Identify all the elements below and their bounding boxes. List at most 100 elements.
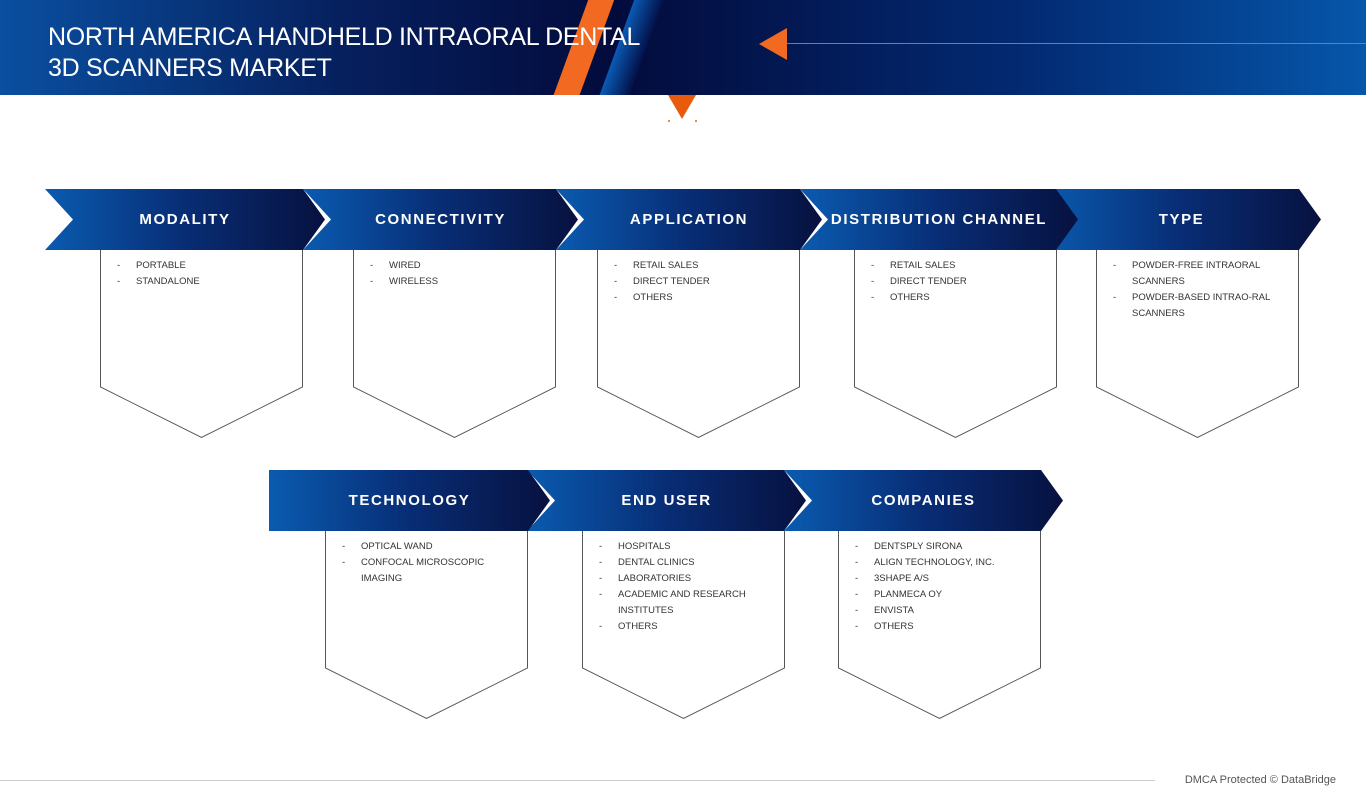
list-item-text: POWDER-BASED INTRAO-RAL SCANNERS: [1132, 292, 1270, 319]
list-item: - DIRECT TENDER: [597, 274, 800, 290]
bullet-icon: -: [614, 260, 618, 271]
segment-box-type: - POWDER-FREE INTRAORAL SCANNERS - POWDER-B…: [1096, 250, 1299, 439]
list-item-text: DENTSPLY SIRONA: [874, 541, 963, 552]
list-item: - ACADEMIC AND RESEARCH INSTITUTES: [582, 587, 785, 619]
segment-items: - RETAIL SALES - DIRECT TENDER - OTHERS: [854, 258, 1057, 306]
list-item-text: OTHERS: [874, 621, 914, 632]
list-item-text: PLANMECA OY: [874, 589, 943, 600]
list-item-text: WIRELESS: [389, 276, 439, 287]
segment-box-distribution-channel: - RETAIL SALES - DIRECT TENDER - OTHERS: [854, 250, 1057, 439]
bullet-icon: -: [855, 573, 859, 584]
dot-decoration: [695, 120, 697, 122]
list-item-text: STANDALONE: [136, 276, 200, 287]
title-line-1: NORTH AMERICA HANDHELD INTRAORAL DENTAL: [48, 23, 641, 51]
list-item: - ALIGN TECHNOLOGY, INC.: [838, 555, 1041, 571]
segment-box-application: - RETAIL SALES - DIRECT TENDER - OTHERS: [597, 250, 800, 439]
pentagon-outline: [597, 250, 800, 439]
segment-items: - OPTICAL WAND - CONFOCAL MICROSCOPIC IMAGI…: [325, 539, 528, 587]
pentagon-outline: [854, 250, 1057, 439]
list-item: - 3SHAPE A/S: [838, 571, 1041, 587]
segment-header-application: APPLICATION: [556, 189, 822, 250]
list-item-text: 3SHAPE A/S: [874, 573, 929, 584]
header-banner: NORTH AMERICA HANDHELD INTRAORAL DENTAL 3…: [0, 0, 1366, 95]
bullet-icon: -: [871, 292, 875, 303]
bullet-icon: -: [855, 621, 859, 632]
bullet-icon: -: [871, 260, 875, 271]
arrow-line-decoration: [786, 43, 1366, 44]
segment-box-technology: - OPTICAL WAND - CONFOCAL MICROSCOPIC IMAGI…: [325, 531, 528, 720]
bullet-icon: -: [599, 573, 603, 584]
list-item: - OTHERS: [838, 619, 1041, 635]
list-item: - OTHERS: [582, 619, 785, 635]
list-item: - DIRECT TENDER: [854, 274, 1057, 290]
list-item: - ENVISTA: [838, 603, 1041, 619]
bullet-icon: -: [855, 541, 859, 552]
list-item: - WIRED: [353, 258, 556, 274]
segment-header-type: TYPE: [1042, 189, 1321, 250]
bullet-icon: -: [855, 589, 859, 600]
bullet-icon: -: [599, 557, 603, 568]
bullet-icon: -: [342, 557, 346, 568]
segment-header-end-user: END USER: [527, 470, 806, 531]
list-item: - RETAIL SALES: [854, 258, 1057, 274]
triangle-down-icon: [668, 95, 696, 119]
list-item-text: ENVISTA: [874, 605, 914, 616]
bullet-icon: -: [599, 621, 603, 632]
bullet-icon: -: [614, 292, 618, 303]
list-item-text: OPTICAL WAND: [361, 541, 433, 552]
list-item-text: RETAIL SALES: [890, 260, 956, 271]
footer-copyright: DMCA Protected © DataBridge: [1184, 774, 1336, 786]
segment-header-technology: TECHNOLOGY: [269, 470, 550, 531]
list-item: - DENTSPLY SIRONA: [838, 539, 1041, 555]
list-item: - OTHERS: [854, 290, 1057, 306]
bullet-icon: -: [855, 557, 859, 568]
pentagon-outline: [100, 250, 303, 439]
list-item: - DENTAL CLINICS: [582, 555, 785, 571]
list-item-text: RETAIL SALES: [633, 260, 699, 271]
bullet-icon: -: [1113, 260, 1117, 271]
dot-decoration: [668, 120, 670, 122]
pentagon-outline: [582, 531, 785, 720]
segment-items: - DENTSPLY SIRONA - ALIGN TECHNOLOGY, INC. -…: [838, 539, 1041, 635]
list-item: - POWDER-FREE INTRAORAL SCANNERS: [1096, 258, 1299, 290]
bullet-icon: -: [599, 541, 603, 552]
title-line-2: 3D SCANNERS MARKET: [48, 54, 332, 82]
segment-box-connectivity: - WIRED - WIRELESS: [353, 250, 556, 439]
segment-box-modality: - PORTABLE - STANDALONE: [100, 250, 303, 439]
list-item: - LABORATORIES: [582, 571, 785, 587]
arrow-left-icon: [759, 28, 787, 60]
list-item-text: OTHERS: [890, 292, 930, 303]
list-item: - RETAIL SALES: [597, 258, 800, 274]
list-item: - CONFOCAL MICROSCOPIC IMAGING: [325, 555, 528, 587]
page-title: NORTH AMERICA HANDHELD INTRAORAL DENTAL 3…: [48, 22, 640, 84]
list-item: - PLANMECA OY: [838, 587, 1041, 603]
segment-header-distribution-channel: DISTRIBUTION CHANNEL: [800, 189, 1078, 250]
list-item: - OTHERS: [597, 290, 800, 306]
pentagon-outline: [353, 250, 556, 439]
bullet-icon: -: [614, 276, 618, 287]
pentagon-outline: [325, 531, 528, 720]
list-item-text: ACADEMIC AND RESEARCH INSTITUTES: [618, 589, 746, 616]
list-item-text: WIRED: [389, 260, 421, 271]
segment-header-connectivity: CONNECTIVITY: [303, 189, 578, 250]
segment-items: - POWDER-FREE INTRAORAL SCANNERS - POWDER-B…: [1096, 258, 1299, 322]
footer-divider: [0, 780, 1155, 781]
list-item-text: HOSPITALS: [618, 541, 671, 552]
list-item-text: LABORATORIES: [618, 573, 692, 584]
list-item: - HOSPITALS: [582, 539, 785, 555]
segment-header-modality: MODALITY: [45, 189, 325, 250]
list-item-text: POWDER-FREE INTRAORAL SCANNERS: [1132, 260, 1260, 287]
bullet-icon: -: [599, 589, 603, 600]
segment-items: - HOSPITALS - DENTAL CLINICS - LABORATORIES - A…: [582, 539, 785, 635]
list-item-text: DIRECT TENDER: [890, 276, 967, 287]
bullet-icon: -: [370, 260, 374, 271]
list-item-text: OTHERS: [618, 621, 658, 632]
bullet-icon: -: [855, 605, 859, 616]
list-item: - STANDALONE: [100, 274, 303, 290]
bullet-icon: -: [117, 276, 121, 287]
list-item: - PORTABLE: [100, 258, 303, 274]
pentagon-outline: [1096, 250, 1299, 439]
bullet-icon: -: [342, 541, 346, 552]
segment-box-companies: - DENTSPLY SIRONA - ALIGN TECHNOLOGY, INC. -…: [838, 531, 1041, 720]
list-item-text: PORTABLE: [136, 260, 186, 271]
